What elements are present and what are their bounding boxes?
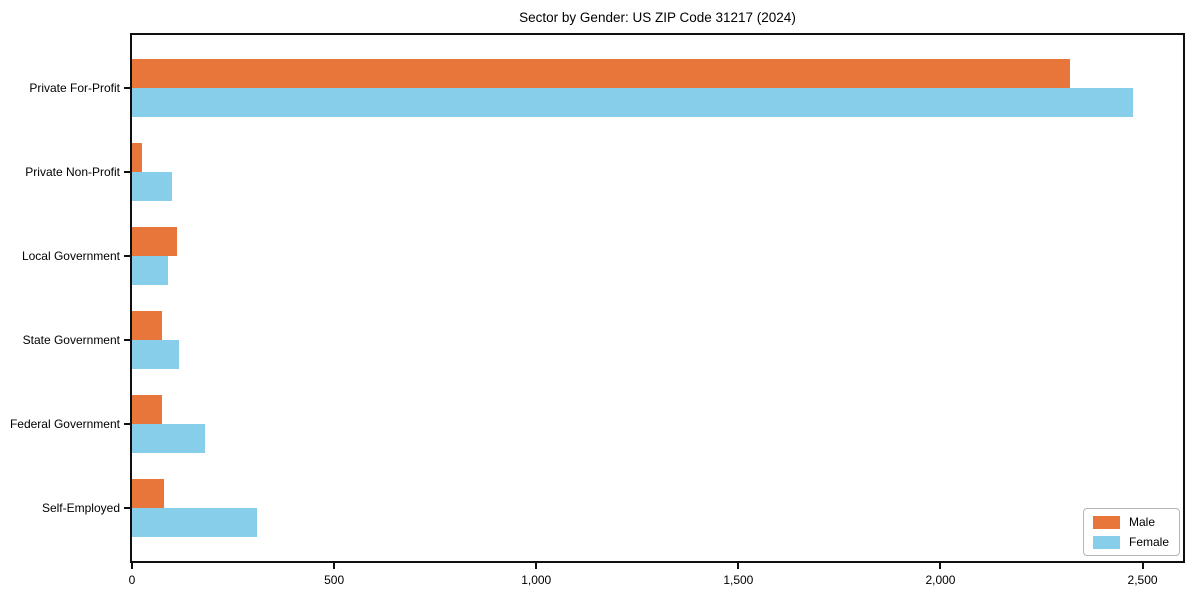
y-tick-label-local-government: Local Government bbox=[21, 249, 120, 263]
x-tick-label-500: 500 bbox=[324, 573, 345, 587]
x-tick-label-1000: 1,000 bbox=[521, 573, 552, 587]
bar-female-private-for-profit bbox=[132, 88, 1133, 117]
x-tick-mark bbox=[939, 563, 942, 569]
bar-male-private-for-profit bbox=[132, 59, 1070, 88]
y-tick-mark bbox=[124, 255, 130, 257]
y-tick-mark bbox=[124, 507, 130, 509]
x-tick-label-2500: 2,500 bbox=[1127, 573, 1158, 587]
y-tick-mark bbox=[124, 87, 130, 89]
bar-female-federal-government bbox=[132, 424, 205, 453]
x-tick-mark bbox=[333, 563, 336, 569]
legend-swatch-female bbox=[1092, 535, 1120, 549]
x-tick-mark bbox=[131, 563, 133, 569]
y-tick-label-private-for-profit: Private For-Profit bbox=[29, 81, 120, 95]
y-tick-label-private-non-profit: Private Non-Profit bbox=[25, 165, 120, 179]
y-tick-mark bbox=[124, 171, 130, 173]
y-tick-label-federal-government: Federal Government bbox=[9, 417, 120, 431]
chart-title: Sector by Gender: US ZIP Code 31217 (202… bbox=[519, 10, 796, 25]
y-tick-mark bbox=[124, 339, 130, 341]
x-tick-mark bbox=[737, 563, 740, 569]
x-tick-label-2000: 2,000 bbox=[925, 573, 956, 587]
y-tick-label-self-employed: Self-Employed bbox=[41, 501, 120, 515]
x-tick-mark bbox=[535, 563, 538, 569]
bar-male-local-government bbox=[132, 227, 177, 256]
y-tick-label-state-government: State Government bbox=[22, 333, 120, 347]
bar-male-federal-government bbox=[132, 395, 163, 424]
bar-female-self-employed bbox=[132, 508, 258, 537]
x-tick-mark bbox=[1141, 563, 1144, 569]
x-tick-label-0: 0 bbox=[128, 573, 136, 587]
bar-female-local-government bbox=[132, 256, 169, 285]
bar-female-private-non-profit bbox=[132, 172, 173, 201]
bar-male-state-government bbox=[132, 311, 163, 340]
y-tick-mark bbox=[124, 423, 130, 425]
legend-label-female: Female bbox=[1128, 535, 1169, 549]
bar-male-private-non-profit bbox=[132, 143, 143, 172]
legend-swatch-male bbox=[1092, 515, 1120, 529]
bar-female-state-government bbox=[132, 340, 179, 369]
x-tick-label-1500: 1,500 bbox=[723, 573, 754, 587]
legend-label-male: Male bbox=[1128, 515, 1155, 529]
legend-entry-female: Female bbox=[1092, 535, 1169, 549]
plot-area bbox=[130, 33, 1185, 563]
legend-entry-male: Male bbox=[1092, 515, 1169, 529]
legend: Male Female bbox=[1082, 508, 1180, 556]
bar-male-self-employed bbox=[132, 479, 165, 508]
